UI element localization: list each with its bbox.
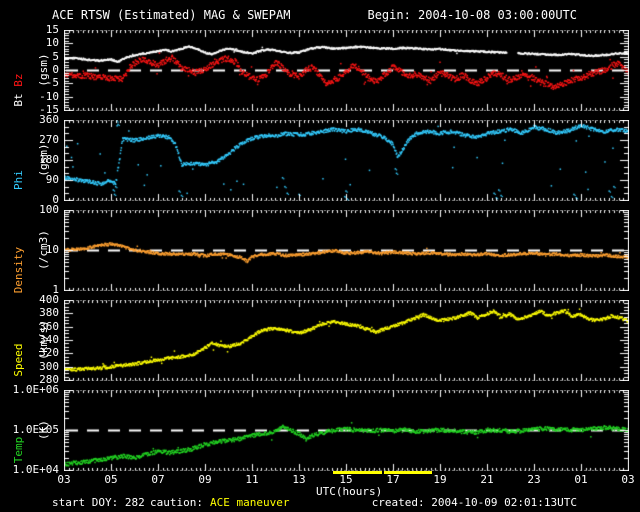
y-tick-label: 90 bbox=[45, 173, 59, 186]
y-tick-label: 1.0E+06 bbox=[12, 383, 59, 396]
x-tick-label: 03 bbox=[621, 473, 635, 486]
x-axis-title: UTC(hours) bbox=[316, 485, 383, 498]
y-tick-label: 10 bbox=[45, 36, 59, 50]
x-tick-label: 15 bbox=[339, 473, 353, 486]
panel-speed bbox=[64, 300, 629, 381]
start-doy-text: start DOY: 282 bbox=[52, 496, 145, 509]
y-tick-label: 400 bbox=[39, 293, 59, 306]
y-tick-label: 360 bbox=[39, 319, 59, 333]
y-tick-label: 15 bbox=[45, 23, 59, 36]
maneuver-bar-segment bbox=[333, 471, 382, 474]
x-tick-label: 19 bbox=[433, 473, 447, 486]
bt-bz-canvas bbox=[64, 30, 629, 111]
y-tick-label: -15 bbox=[39, 103, 59, 116]
y-tick-label: 320 bbox=[39, 346, 59, 360]
y-tick-label: 1.0E+05 bbox=[12, 423, 59, 436]
density-canvas bbox=[64, 210, 629, 291]
x-tick-label: 03 bbox=[57, 473, 71, 486]
y-tick-label: -10 bbox=[39, 89, 59, 103]
x-tick-label: 09 bbox=[198, 473, 212, 486]
phi-canvas bbox=[64, 120, 629, 201]
speed-canvas bbox=[64, 300, 629, 381]
panel-phi bbox=[64, 120, 629, 201]
maneuver-bar-segment bbox=[384, 471, 432, 474]
y-tick-label: 0 bbox=[52, 193, 59, 206]
x-tick-label: 05 bbox=[104, 473, 118, 486]
panel-density bbox=[64, 210, 629, 291]
x-tick-label: 11 bbox=[245, 473, 259, 486]
begin-timestamp: Begin: 2004-10-08 03:00:00UTC bbox=[367, 8, 577, 22]
panel-temp bbox=[64, 390, 629, 471]
caution-label: caution: bbox=[150, 496, 203, 509]
y-tick-label: 10 bbox=[45, 243, 59, 256]
x-tick-label: 17 bbox=[386, 473, 400, 486]
y-tick-label: 340 bbox=[39, 333, 59, 346]
plot-title: ACE RTSW (Estimated) MAG & SWEPAM bbox=[52, 8, 291, 22]
y-tick-label: 1.0E+04 bbox=[12, 463, 59, 476]
y-tick-label: 360 bbox=[39, 113, 59, 126]
y-tick-label: 280 bbox=[39, 373, 59, 386]
y-tick-label: 0 bbox=[52, 63, 59, 76]
created-timestamp: created: 2004-10-09 02:01:13UTC bbox=[371, 496, 577, 509]
y-tick-label: 5 bbox=[52, 49, 59, 63]
y-tick-label: -5 bbox=[45, 76, 59, 90]
x-tick-label: 13 bbox=[292, 473, 306, 486]
y-tick-label: 270 bbox=[39, 133, 59, 146]
x-tick-label: 21 bbox=[480, 473, 494, 486]
x-tick-label: 01 bbox=[574, 473, 588, 486]
y-tick-label: 180 bbox=[39, 153, 59, 166]
caution-value: ACE maneuver bbox=[210, 496, 290, 509]
y-tick-label: 100 bbox=[39, 203, 59, 216]
y-tick-label: 300 bbox=[39, 359, 59, 373]
x-tick-label: 07 bbox=[151, 473, 165, 486]
y-tick-label: 380 bbox=[39, 306, 59, 320]
x-tick-label: 23 bbox=[527, 473, 541, 486]
y-tick-label: 1 bbox=[52, 283, 59, 296]
temp-canvas bbox=[64, 390, 629, 471]
panel-bt-bz bbox=[64, 30, 629, 111]
